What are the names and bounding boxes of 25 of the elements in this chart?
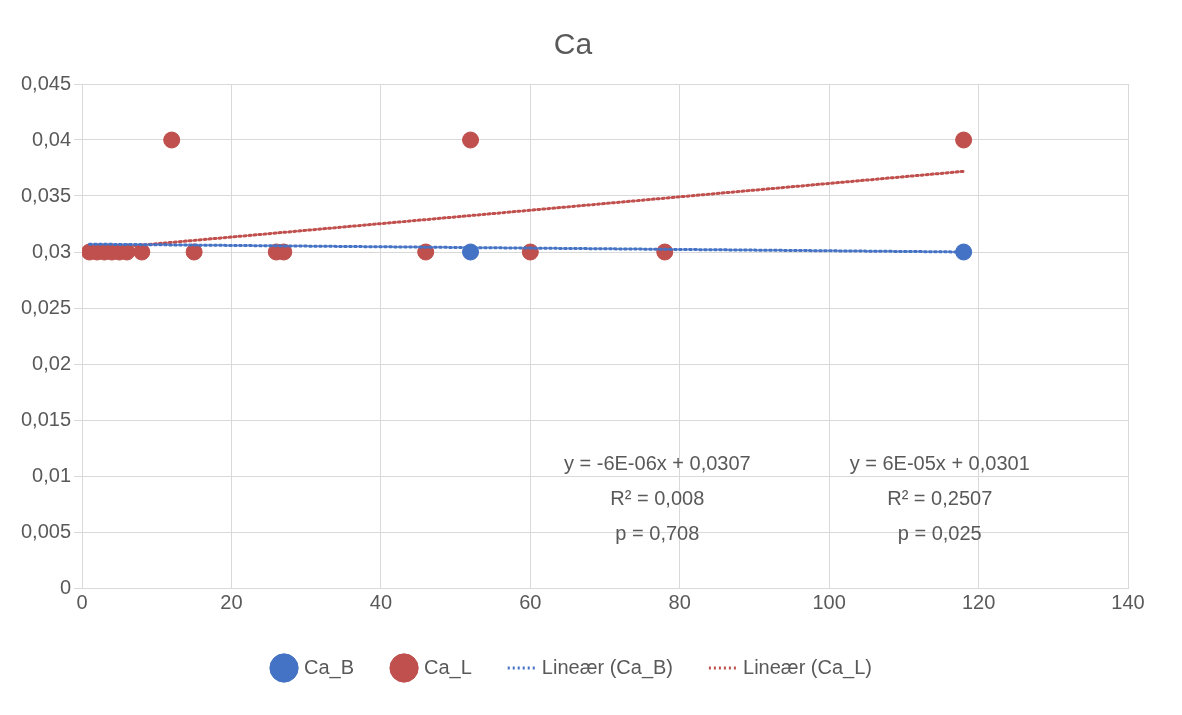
y-tick-label: 0,035 (20, 183, 72, 206)
annotation: y = -6E-06x + 0,0307 R² = 0,008 p = 0,708 (563, 452, 751, 545)
legend-label: Ca_B (304, 655, 355, 679)
x-tick-label: 40 (369, 590, 393, 613)
x-tick-label: 20 (220, 590, 243, 613)
x-tick-label: 80 (668, 590, 691, 613)
legend-label: Lineær (Ca_L) (743, 655, 872, 679)
x-tick-label: 60 (519, 590, 542, 613)
chart-title: Ca (553, 27, 593, 61)
y-tick-label: 0 (59, 575, 72, 598)
y-tick-label: 0,01 (32, 463, 72, 486)
legend-label: Ca_L (424, 655, 472, 679)
x-tick-label: 120 (961, 590, 996, 613)
annotation: y = 6E-05x + 0,0301 R² = 0,2507 p = 0,025 (849, 452, 1030, 545)
y-tick-label: 0,025 (20, 295, 72, 318)
y-tick-label: 0,03 (32, 239, 72, 262)
y-tick-label: 0,04 (32, 127, 72, 150)
x-tick-label: 140 (1111, 590, 1145, 613)
y-tick-label: 0,045 (20, 71, 72, 94)
x-tick-label: 100 (812, 590, 846, 613)
legend-label: Lineær (Ca_B) (541, 655, 674, 679)
y-tick-label: 0,015 (20, 407, 72, 430)
y-tick-label: 0,005 (20, 519, 72, 542)
x-tick-label: 0 (76, 590, 88, 613)
y-tick-label: 0,02 (32, 351, 72, 374)
